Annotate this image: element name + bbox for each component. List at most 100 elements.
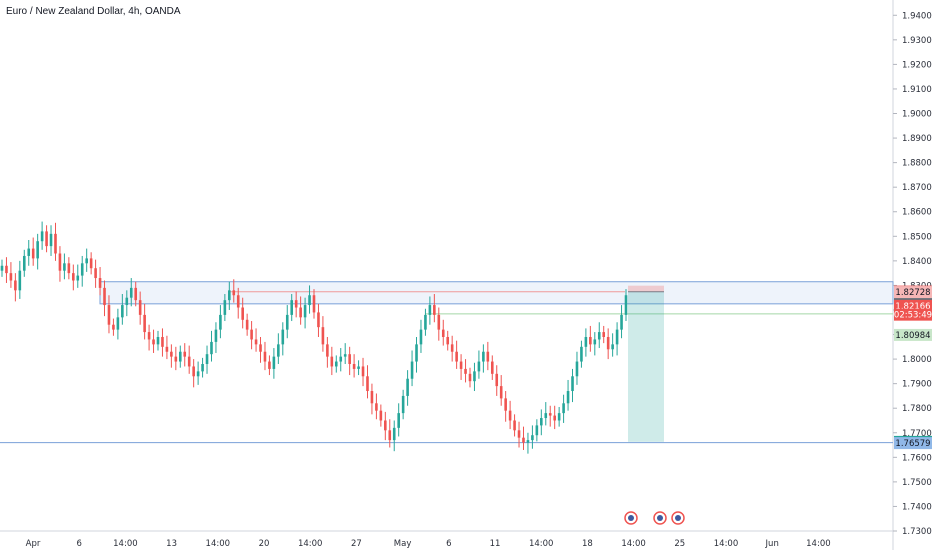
candle[interactable] [147,332,151,340]
candle[interactable] [80,263,84,276]
candle[interactable] [571,376,574,392]
candle[interactable] [606,336,610,350]
take-profit-area[interactable] [628,291,664,442]
candle[interactable] [419,329,423,345]
candle[interactable] [490,361,494,374]
candle[interactable] [45,231,48,247]
candle[interactable] [437,314,441,330]
candle[interactable] [482,351,485,362]
candle[interactable] [424,314,427,330]
candle[interactable] [134,287,138,301]
candle[interactable] [165,346,169,352]
candle[interactable] [499,386,503,399]
candle[interactable] [36,241,39,259]
candle[interactable] [236,295,240,308]
candle[interactable] [228,290,231,301]
candle[interactable] [254,339,258,345]
candle[interactable] [589,336,592,345]
candle[interactable] [343,354,347,357]
stop-loss-area[interactable] [628,285,664,292]
candle[interactable] [187,356,191,367]
candle[interactable] [317,312,320,328]
candle[interactable] [455,351,458,362]
candle[interactable] [544,413,548,419]
candle[interactable] [401,395,405,414]
candle[interactable] [495,373,499,387]
candle[interactable] [72,273,75,281]
candle[interactable] [143,314,146,333]
candle[interactable] [245,319,249,330]
candle[interactable] [339,356,343,362]
candle[interactable] [602,332,606,337]
candle[interactable] [107,305,111,325]
candle[interactable] [597,332,601,340]
candle[interactable] [192,366,195,377]
candle[interactable] [27,248,31,256]
candle[interactable] [486,351,490,362]
candle[interactable] [205,354,209,365]
candle[interactable] [321,327,325,345]
candle[interactable] [54,233,57,254]
candle[interactable] [156,336,160,345]
candle[interactable] [201,364,204,372]
candle[interactable] [330,356,334,367]
candle[interactable] [299,307,302,318]
candle[interactable] [446,336,450,345]
candle[interactable] [67,263,71,274]
candle[interactable] [219,314,222,330]
candle[interactable] [94,268,97,279]
candle[interactable] [526,440,530,443]
candle[interactable] [268,361,271,369]
candle[interactable] [357,366,360,369]
candle[interactable] [535,425,539,436]
candle[interactable] [375,403,378,411]
candle[interactable] [18,270,22,291]
candle[interactable] [129,287,133,298]
candle[interactable] [406,378,409,396]
candle[interactable] [593,339,597,345]
candle[interactable] [103,287,106,306]
candle[interactable] [361,366,365,377]
candle[interactable] [125,297,129,306]
candle[interactable] [517,430,521,438]
candle[interactable] [174,356,178,362]
candle[interactable] [441,329,445,337]
candle[interactable] [178,351,182,362]
candle[interactable] [615,329,619,345]
candle[interactable] [450,344,454,352]
candle[interactable] [388,430,392,441]
candle[interactable] [281,329,285,345]
candle[interactable] [31,248,35,259]
candle[interactable] [334,361,338,367]
candle[interactable] [379,410,383,421]
candle[interactable] [272,356,276,369]
candle[interactable] [312,295,316,313]
candle[interactable] [366,376,369,392]
candle[interactable] [348,354,351,365]
candle[interactable] [392,427,396,441]
candle[interactable] [624,295,628,315]
candle[interactable] [63,263,66,271]
candle[interactable] [352,364,356,369]
candle[interactable] [522,437,525,443]
candle[interactable] [504,398,507,411]
candle[interactable] [557,413,561,421]
candle[interactable] [14,280,17,291]
candle[interactable] [548,413,552,416]
candle[interactable] [433,305,436,315]
candle[interactable] [49,233,53,247]
candle[interactable] [22,255,26,271]
candle[interactable] [183,351,187,357]
candle[interactable] [553,415,556,421]
candle[interactable] [40,231,44,242]
resistance-zone[interactable] [99,281,894,305]
candle[interactable] [575,361,579,377]
candle[interactable] [580,346,583,362]
candle[interactable] [259,344,262,352]
candle[interactable] [138,300,142,315]
candle[interactable] [410,361,414,379]
candle[interactable] [303,305,307,318]
candle[interactable] [98,278,102,288]
candle[interactable] [285,314,289,330]
